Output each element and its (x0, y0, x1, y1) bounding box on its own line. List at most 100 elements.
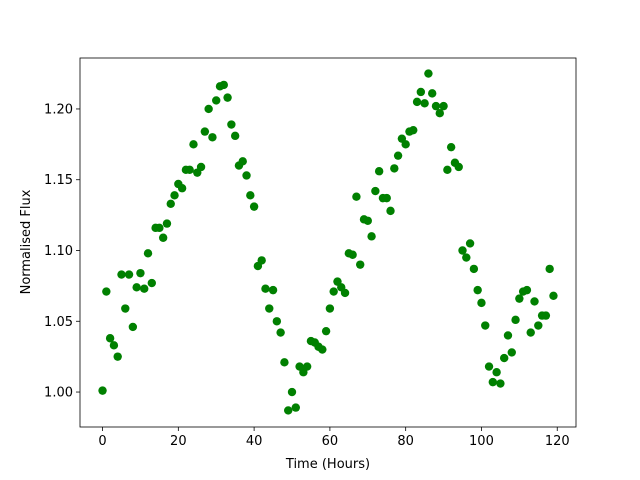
point (219, 80, 228, 90)
x-tick-label: 60 (322, 434, 339, 449)
point (287, 387, 297, 397)
point (390, 164, 399, 173)
point (140, 284, 149, 293)
point (382, 193, 391, 203)
point (109, 341, 119, 350)
point (515, 294, 524, 303)
point (196, 162, 206, 172)
point (511, 315, 520, 325)
point (189, 140, 198, 149)
point (280, 358, 289, 367)
x-tick-label: 80 (397, 434, 414, 449)
point (230, 131, 240, 141)
point (302, 362, 312, 371)
x-axis-label: Time (Hours) (285, 457, 370, 472)
point (352, 192, 361, 201)
point (238, 157, 247, 166)
point (212, 96, 221, 105)
point (499, 353, 509, 363)
y-axis-label: Normalised Flux (19, 189, 34, 294)
point (530, 297, 539, 306)
point (401, 140, 410, 149)
point (367, 232, 376, 241)
point (113, 352, 122, 361)
point (409, 125, 418, 135)
point (412, 97, 422, 107)
point (200, 127, 210, 136)
point (246, 191, 255, 200)
axes-frame (79, 57, 577, 428)
point (128, 322, 138, 332)
point (458, 246, 467, 255)
point (185, 165, 194, 175)
point (117, 270, 126, 279)
point (386, 206, 395, 216)
point (265, 304, 274, 313)
point (356, 260, 365, 269)
x-tick-label: 120 (545, 434, 570, 449)
y-tick-label: 1.20 (44, 102, 73, 117)
x-tick-label: 0 (98, 434, 106, 449)
point (348, 250, 357, 259)
point (143, 249, 153, 258)
point (291, 403, 300, 412)
point (105, 334, 115, 343)
point (496, 379, 505, 388)
point (268, 285, 278, 295)
point (507, 348, 516, 357)
point (462, 253, 471, 262)
point (276, 328, 285, 337)
point (541, 311, 551, 320)
point (465, 239, 475, 248)
point (477, 298, 486, 308)
point (488, 377, 498, 387)
point (321, 326, 331, 336)
point (132, 283, 141, 292)
point (162, 219, 172, 228)
y-tick-label: 1.00 (44, 386, 73, 401)
point (424, 69, 433, 78)
point (158, 233, 168, 242)
point (249, 202, 259, 211)
point (102, 287, 111, 296)
point (155, 223, 164, 233)
point (340, 288, 350, 298)
point (121, 304, 130, 313)
point (420, 99, 429, 108)
point (124, 270, 134, 279)
point (545, 264, 554, 274)
point (98, 386, 107, 395)
y-tick-label: 1.05 (44, 315, 73, 330)
point (526, 328, 535, 337)
point (469, 264, 479, 274)
point (428, 89, 437, 98)
point (481, 321, 490, 330)
point (147, 278, 157, 288)
point (454, 162, 463, 172)
point (166, 199, 175, 208)
point (227, 120, 236, 129)
point (534, 321, 543, 330)
point (223, 93, 232, 102)
point (416, 87, 426, 97)
point (284, 406, 293, 415)
point (435, 109, 444, 118)
point (261, 284, 270, 293)
point (374, 167, 384, 176)
point (272, 317, 282, 326)
x-tick-label: 20 (170, 434, 187, 449)
point (492, 368, 501, 377)
point (325, 304, 335, 313)
point (371, 186, 380, 196)
point (136, 268, 145, 278)
point (242, 171, 251, 180)
point (473, 285, 482, 295)
point (443, 165, 452, 175)
point (177, 184, 187, 193)
x-tick-label: 40 (246, 434, 263, 449)
point (208, 133, 217, 142)
point (363, 216, 372, 225)
point (522, 285, 532, 295)
